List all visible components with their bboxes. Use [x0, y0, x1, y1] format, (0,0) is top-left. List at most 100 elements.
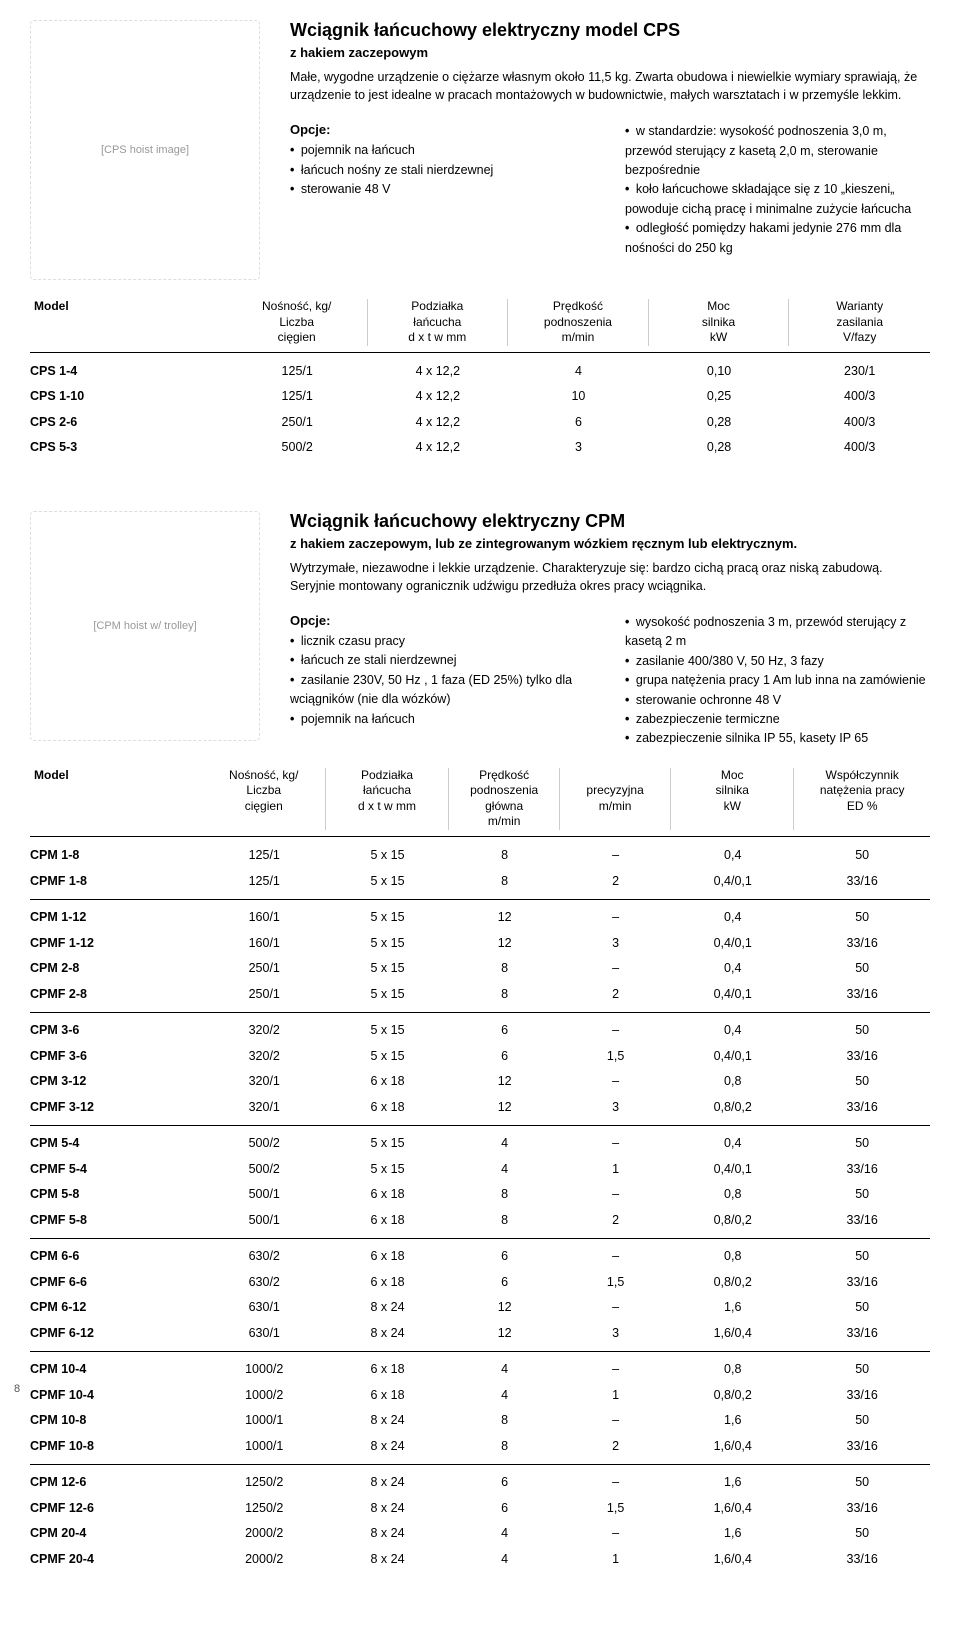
- table-cell: 0,4/0,1: [671, 1048, 794, 1066]
- cpm-spec-table: ModelNośność, kg/ Liczba cięgienPodziałk…: [30, 764, 930, 1572]
- table-cell: 33/16: [794, 935, 930, 953]
- table-row: CPMF 5-4500/25 x 15410,4/0,133/16: [30, 1157, 930, 1183]
- table-cell: 8: [449, 847, 560, 865]
- table-cell: CPMF 12-6: [30, 1500, 203, 1518]
- list-item: sterowanie 48 V: [290, 180, 595, 199]
- page-number: 8: [14, 1383, 20, 1395]
- cpm-paragraph: Wytrzymałe, niezawodne i lekkie urządzen…: [290, 559, 930, 595]
- table-cell: 5 x 15: [326, 1022, 449, 1040]
- table-cell: 8 x 24: [326, 1474, 449, 1492]
- table-header-cell: Nośność, kg/ Liczba cięgien: [227, 299, 368, 346]
- table-cell: –: [560, 1248, 671, 1266]
- table-cell: –: [560, 1073, 671, 1091]
- cpm-title: Wciągnik łańcuchowy elektryczny CPM: [290, 511, 930, 532]
- table-cell: 8: [449, 873, 560, 891]
- table-cell: 12: [449, 909, 560, 927]
- table-cell: 400/3: [789, 414, 930, 432]
- cps-section: [CPS hoist image] Wciągnik łańcuchowy el…: [30, 20, 930, 461]
- table-cell: 4 x 12,2: [368, 388, 509, 406]
- table-cell: 6: [449, 1248, 560, 1266]
- cps-product-image: [CPS hoist image]: [30, 20, 260, 280]
- table-cell: 50: [794, 1073, 930, 1091]
- table-cell: CPM 2-8: [30, 960, 203, 978]
- table-cell: 500/2: [203, 1161, 326, 1179]
- table-cell: 33/16: [794, 873, 930, 891]
- table-cell: 33/16: [794, 1438, 930, 1456]
- table-cell: CPMF 10-8: [30, 1438, 203, 1456]
- list-item: wysokość podnoszenia 3 m, przewód steruj…: [625, 613, 930, 652]
- table-cell: CPM 1-12: [30, 909, 203, 927]
- table-cell: 1,5: [560, 1048, 671, 1066]
- table-row: CPS 5-3500/24 x 12,230,28400/3: [30, 435, 930, 461]
- table-cell: 0,4/0,1: [671, 873, 794, 891]
- table-row: CPM 3-12320/16 x 1812–0,850: [30, 1069, 930, 1095]
- table-cell: 0,8/0,2: [671, 1274, 794, 1292]
- table-cell: –: [560, 909, 671, 927]
- table-cell: 2: [560, 1438, 671, 1456]
- table-cell: 6 x 18: [326, 1387, 449, 1405]
- group-separator: [30, 1351, 930, 1352]
- table-cell: CPMF 6-12: [30, 1325, 203, 1343]
- cps-options-list: pojemnik na łańcuchłańcuch nośny ze stal…: [290, 141, 595, 199]
- table-cell: 5 x 15: [326, 909, 449, 927]
- list-item: pojemnik na łańcuch: [290, 710, 595, 729]
- table-cell: 1,6: [671, 1412, 794, 1430]
- table-cell: CPMF 3-12: [30, 1099, 203, 1117]
- table-cell: 630/1: [203, 1325, 326, 1343]
- table-cell: CPM 3-12: [30, 1073, 203, 1091]
- table-cell: 8 x 24: [326, 1438, 449, 1456]
- table-row: CPM 10-81000/18 x 248–1,650: [30, 1408, 930, 1434]
- table-cell: 4: [449, 1161, 560, 1179]
- table-cell: 0,4/0,1: [671, 935, 794, 953]
- table-cell: 2: [560, 873, 671, 891]
- table-cell: CPM 10-8: [30, 1412, 203, 1430]
- table-header-cell: Prędkość podnoszenia główna m/min: [449, 768, 560, 830]
- table-row: CPM 5-8500/16 x 188–0,850: [30, 1182, 930, 1208]
- table-cell: 50: [794, 1299, 930, 1317]
- table-cell: 3: [560, 1099, 671, 1117]
- table-cell: 5 x 15: [326, 960, 449, 978]
- group-separator: [30, 1464, 930, 1465]
- table-cell: 125/1: [203, 847, 326, 865]
- table-cell: 50: [794, 909, 930, 927]
- table-header-cell: Podziałka łańcucha d x t w mm: [326, 768, 449, 830]
- table-cell: 0,8: [671, 1361, 794, 1379]
- table-cell: 6: [449, 1500, 560, 1518]
- table-cell: CPM 20-4: [30, 1525, 203, 1543]
- table-cell: 6 x 18: [326, 1073, 449, 1091]
- table-cell: 50: [794, 847, 930, 865]
- table-cell: 8 x 24: [326, 1299, 449, 1317]
- cps-spec-table: ModelNośność, kg/ Liczba cięgienPodziałk…: [30, 295, 930, 461]
- table-cell: 2: [560, 1212, 671, 1230]
- table-cell: 250/1: [203, 960, 326, 978]
- table-cell: 6 x 18: [326, 1099, 449, 1117]
- table-cell: CPM 10-4: [30, 1361, 203, 1379]
- list-item: odległość pomiędzy hakami jedynie 276 mm…: [625, 219, 930, 258]
- table-cell: CPM 6-6: [30, 1248, 203, 1266]
- table-cell: 50: [794, 1361, 930, 1379]
- table-row: CPMF 3-12320/16 x 181230,8/0,233/16: [30, 1095, 930, 1121]
- table-header-cell: Warianty zasilania V/fazy: [789, 299, 930, 346]
- cps-features-list: w standardzie: wysokość podnoszenia 3,0 …: [625, 122, 930, 258]
- table-cell: 0,8/0,2: [671, 1099, 794, 1117]
- table-cell: 4 x 12,2: [368, 363, 509, 381]
- table-header-cell: Moc silnika kW: [671, 768, 794, 830]
- table-row: CPM 1-12160/15 x 1512–0,450: [30, 905, 930, 931]
- table-cell: 6 x 18: [326, 1248, 449, 1266]
- list-item: zasilanie 230V, 50 Hz , 1 faza (ED 25%) …: [290, 671, 595, 710]
- table-cell: 160/1: [203, 909, 326, 927]
- table-cell: 630/2: [203, 1274, 326, 1292]
- table-cell: 0,4: [671, 960, 794, 978]
- table-cell: CPMF 1-8: [30, 873, 203, 891]
- table-cell: 4: [449, 1387, 560, 1405]
- group-separator: [30, 1238, 930, 1239]
- table-cell: CPMF 6-6: [30, 1274, 203, 1292]
- table-cell: 8 x 24: [326, 1525, 449, 1543]
- table-cell: 160/1: [203, 935, 326, 953]
- table-header-cell: Model: [30, 768, 203, 830]
- table-cell: –: [560, 1186, 671, 1204]
- table-cell: 1,6: [671, 1474, 794, 1492]
- table-cell: 0,28: [649, 414, 790, 432]
- table-cell: 630/1: [203, 1299, 326, 1317]
- table-cell: 0,8/0,2: [671, 1212, 794, 1230]
